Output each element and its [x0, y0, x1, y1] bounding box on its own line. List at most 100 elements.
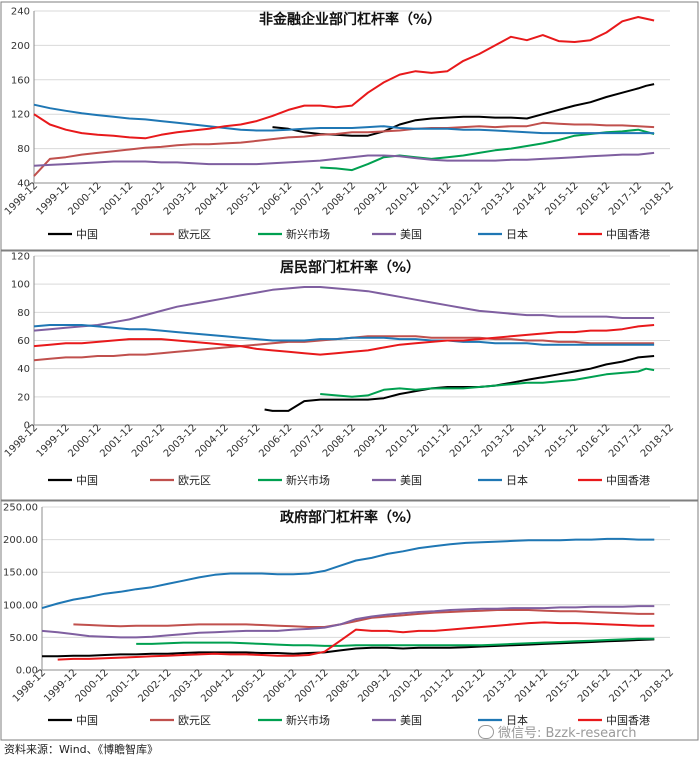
wechat-icon: [478, 724, 494, 739]
series-line-2: [136, 637, 655, 647]
chart-title: 政府部门杠杆率（%）: [280, 509, 420, 526]
x-tick-label: 2000-12: [74, 667, 111, 704]
series-line-5: [33, 16, 655, 140]
x-tick-label: 2003-12: [162, 180, 199, 217]
x-tick-label: 2011-12: [416, 422, 453, 459]
x-tick-label: 2017-12: [607, 180, 644, 217]
x-tick-label: 2014-12: [512, 180, 549, 217]
x-tick-label: 2015-12: [543, 422, 580, 459]
legend-label: 中国: [76, 474, 98, 487]
y-tick-label: 200: [11, 41, 30, 52]
x-tick-label: 1999-12: [35, 422, 72, 459]
x-tick-label: 2010-12: [384, 180, 421, 217]
x-tick-label: 2009-12: [353, 180, 390, 217]
panel-frame: [0, 1, 699, 251]
chart-government-leverage: 0.0050.00100.00150.00200.00250.001998-12…: [0, 500, 699, 741]
legend-label: 欧元区: [178, 474, 211, 487]
watermark-text: 微信号: Bzzk-research: [498, 726, 637, 741]
legend-label: 美国: [400, 228, 422, 241]
y-tick-label: 200.00: [3, 535, 38, 546]
x-tick-label: 2005-12: [225, 422, 262, 459]
y-tick-label: 240: [11, 7, 30, 18]
x-tick-label: 2004-12: [199, 667, 236, 704]
y-tick-label: 40: [17, 364, 30, 375]
legend-label: 日本: [506, 227, 528, 241]
x-tick-label: 2006-12: [257, 422, 294, 459]
source-footnote: 资料来源：Wind、《博瞻智库》: [4, 743, 159, 756]
x-tick-label: 2003-12: [168, 667, 205, 704]
series-line-3: [33, 151, 655, 167]
legend-label: 中国香港: [606, 228, 650, 241]
legend-label: 欧元区: [178, 714, 211, 727]
y-tick-label: 40: [17, 179, 30, 190]
series-line-3: [41, 605, 655, 639]
x-tick-label: 2013-12: [480, 422, 517, 459]
series-line-5: [57, 621, 655, 661]
series-line-0: [272, 83, 655, 137]
legend-label: 中国: [76, 714, 98, 727]
x-tick-label: 2014-12: [512, 422, 549, 459]
y-tick-label: 20: [17, 392, 30, 403]
y-tick-label: 50.00: [9, 633, 38, 644]
x-tick-label: 2017-12: [607, 422, 644, 459]
legend-label: 新兴市场: [286, 713, 330, 727]
y-tick-label: 250.00: [3, 503, 38, 514]
x-tick-label: 2006-12: [257, 180, 294, 217]
x-tick-label: 2004-12: [194, 422, 231, 459]
x-tick-label: 2011-12: [419, 667, 456, 704]
y-tick-label: 100: [11, 280, 30, 291]
legend-label: 欧元区: [178, 228, 211, 241]
y-tick-label: 80: [17, 308, 30, 319]
series-line-4: [33, 324, 655, 346]
chart-title: 非金融企业部门杠杆率（%）: [259, 11, 441, 28]
x-tick-label: 2002-12: [136, 667, 173, 704]
x-tick-label: 2001-12: [105, 667, 142, 704]
x-tick-label: 2005-12: [225, 180, 262, 217]
x-tick-label: 2018-12: [639, 422, 676, 459]
legend-label: 中国香港: [606, 714, 650, 727]
legend-label: 新兴市场: [286, 227, 330, 241]
x-tick-label: 2000-12: [66, 180, 103, 217]
x-tick-label: 2001-12: [98, 422, 135, 459]
x-tick-label: 2010-12: [384, 422, 421, 459]
x-tick-label: 2008-12: [321, 180, 358, 217]
chart-nonfinancial-leverage: 40801201602002401998-121999-122000-12200…: [0, 1, 699, 251]
series-line-3: [33, 286, 655, 332]
legend-label: 中国香港: [606, 474, 650, 487]
y-tick-label: 160: [11, 75, 30, 86]
series-line-5: [33, 324, 655, 356]
legend-label: 中国: [76, 228, 98, 241]
x-tick-label: 2012-12: [450, 667, 487, 704]
y-tick-label: 0: [24, 421, 30, 432]
y-tick-label: 120: [11, 110, 30, 121]
x-tick-label: 2008-12: [325, 667, 362, 704]
x-tick-label: 2002-12: [130, 180, 167, 217]
series-line-1: [73, 609, 655, 628]
x-tick-label: 2014-12: [513, 667, 550, 704]
series-line-2: [320, 367, 655, 398]
x-tick-label: 2002-12: [130, 422, 167, 459]
x-tick-label: 2007-12: [289, 180, 326, 217]
x-tick-label: 2013-12: [480, 180, 517, 217]
x-tick-label: 2010-12: [388, 667, 425, 704]
x-tick-label: 1999-12: [42, 667, 79, 704]
x-tick-label: 2007-12: [289, 422, 326, 459]
y-tick-label: 0.00: [16, 666, 38, 677]
x-tick-label: 2006-12: [262, 667, 299, 704]
x-tick-label: 2018-12: [639, 180, 676, 217]
x-tick-label: 1998-12: [3, 422, 40, 459]
y-tick-label: 100.00: [3, 600, 38, 611]
panel-frame: [0, 500, 699, 741]
chart-title: 居民部门杠杆率（%）: [280, 259, 420, 276]
series-line-0: [264, 355, 655, 412]
x-tick-label: 1999-12: [35, 180, 72, 217]
x-tick-label: 2004-12: [194, 180, 231, 217]
series-line-4: [41, 537, 655, 610]
legend-label: 日本: [506, 473, 528, 487]
series-line-4: [33, 103, 655, 135]
chart-household-leverage: 0 20 40 60 80 100 120 1998-121999-122000-122001…: [0, 250, 699, 501]
x-tick-label: 2015-12: [543, 180, 580, 217]
x-tick-label: 2003-12: [162, 422, 199, 459]
y-tick-label: 150.00: [3, 568, 38, 579]
x-tick-label: 2013-12: [482, 667, 519, 704]
